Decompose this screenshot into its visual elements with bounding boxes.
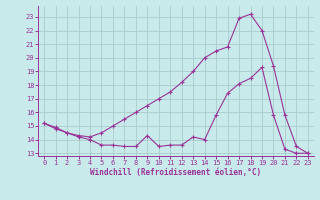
X-axis label: Windchill (Refroidissement éolien,°C): Windchill (Refroidissement éolien,°C) bbox=[91, 168, 261, 177]
